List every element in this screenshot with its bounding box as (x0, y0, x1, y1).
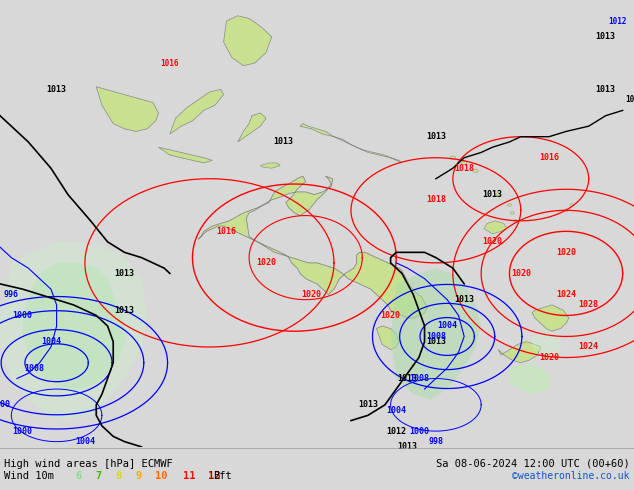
Polygon shape (158, 147, 212, 163)
Polygon shape (510, 363, 549, 394)
Text: 7: 7 (95, 471, 101, 481)
Polygon shape (96, 87, 158, 131)
Text: 1013: 1013 (426, 337, 446, 346)
Text: 1013: 1013 (596, 85, 616, 94)
Text: 1018: 1018 (454, 164, 474, 173)
Text: 1013: 1013 (273, 138, 293, 147)
Polygon shape (532, 305, 569, 331)
Text: 1013: 1013 (115, 269, 134, 278)
Text: Sa 08-06-2024 12:00 UTC (00+60): Sa 08-06-2024 12:00 UTC (00+60) (436, 459, 630, 468)
Text: 1018: 1018 (426, 196, 446, 204)
Text: High wind areas [hPa] ECMWF: High wind areas [hPa] ECMWF (4, 459, 172, 468)
Polygon shape (238, 113, 266, 142)
Text: 1000: 1000 (13, 427, 32, 436)
Circle shape (564, 209, 568, 212)
Text: 1013: 1013 (624, 96, 634, 104)
Text: 1004: 1004 (75, 437, 95, 446)
Text: 1020: 1020 (256, 258, 276, 268)
Text: 1012: 1012 (608, 17, 626, 25)
Polygon shape (300, 123, 402, 163)
Text: 1020: 1020 (482, 237, 503, 246)
Circle shape (510, 212, 514, 214)
Polygon shape (484, 221, 507, 234)
Text: 1013: 1013 (115, 306, 134, 315)
Text: 12: 12 (208, 471, 221, 481)
Text: 1013: 1013 (398, 442, 418, 451)
Text: 1016: 1016 (216, 227, 236, 236)
Text: ©weatheronline.co.uk: ©weatheronline.co.uk (512, 471, 630, 481)
Polygon shape (198, 176, 427, 318)
Text: 1024: 1024 (556, 290, 576, 299)
Text: 8: 8 (115, 471, 121, 481)
Text: 1013: 1013 (596, 32, 616, 41)
Circle shape (570, 204, 574, 206)
Text: 1013: 1013 (358, 400, 378, 409)
Text: 1013: 1013 (426, 132, 446, 141)
Text: 1008: 1008 (409, 374, 429, 383)
Text: 1020: 1020 (380, 311, 401, 320)
Text: 1004: 1004 (437, 321, 457, 330)
Text: 1008: 1008 (426, 332, 446, 341)
Text: Bft: Bft (213, 471, 232, 481)
Polygon shape (377, 326, 399, 350)
Text: 1013: 1013 (398, 374, 418, 383)
Polygon shape (0, 242, 147, 420)
Text: 1008: 1008 (24, 364, 44, 372)
Text: 1028: 1028 (579, 300, 598, 309)
Polygon shape (498, 342, 541, 363)
Circle shape (513, 220, 517, 222)
Text: 1004: 1004 (41, 337, 61, 346)
Text: 1012: 1012 (386, 427, 406, 436)
Polygon shape (170, 89, 224, 134)
Polygon shape (261, 163, 280, 168)
Text: 1020: 1020 (301, 290, 321, 299)
Circle shape (450, 156, 455, 160)
Text: 996: 996 (4, 290, 19, 299)
Text: 1013: 1013 (454, 295, 474, 304)
Polygon shape (23, 263, 124, 389)
Text: 1020: 1020 (556, 248, 576, 257)
Circle shape (496, 193, 501, 196)
Text: 1013: 1013 (47, 85, 67, 94)
Text: 9: 9 (135, 471, 141, 481)
Text: 10: 10 (155, 471, 167, 481)
Polygon shape (224, 16, 272, 66)
Text: 1020: 1020 (539, 353, 559, 362)
Text: 1000: 1000 (0, 400, 10, 409)
Circle shape (473, 169, 478, 172)
Text: 6: 6 (75, 471, 81, 481)
Polygon shape (391, 268, 481, 399)
Text: 11: 11 (183, 471, 195, 481)
Circle shape (462, 161, 467, 165)
Text: 1000: 1000 (409, 427, 429, 436)
Text: 1016: 1016 (539, 153, 559, 162)
Text: 1004: 1004 (386, 406, 406, 415)
Text: 1024: 1024 (579, 343, 598, 351)
Polygon shape (532, 331, 560, 358)
Text: 1016: 1016 (160, 59, 179, 68)
Text: 1013: 1013 (482, 190, 503, 199)
Text: Wind 10m: Wind 10m (4, 471, 54, 481)
Text: 1020: 1020 (511, 269, 531, 278)
Text: 1000: 1000 (13, 311, 32, 320)
Text: 998: 998 (429, 437, 443, 446)
Circle shape (508, 204, 512, 206)
